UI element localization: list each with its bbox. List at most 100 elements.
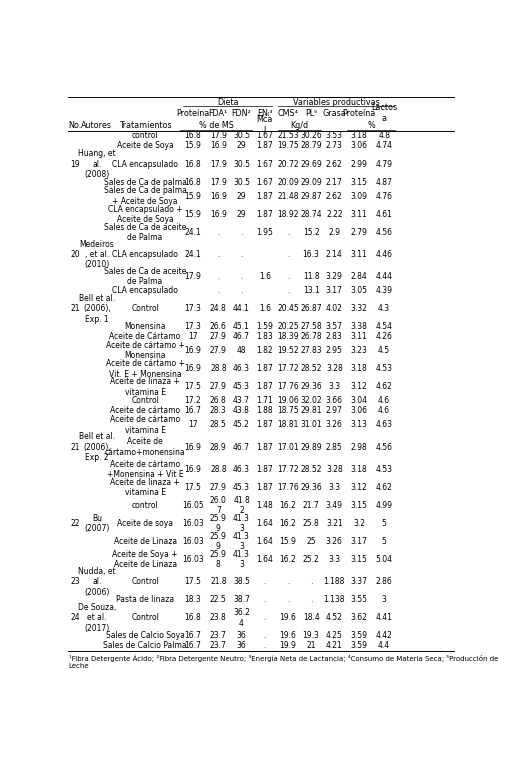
- Text: 36.2
4: 36.2 4: [233, 608, 250, 628]
- Text: FDN²: FDN²: [232, 108, 251, 118]
- Text: Monensina: Monensina: [124, 322, 166, 331]
- Text: 1.95: 1.95: [257, 228, 273, 237]
- Text: .: .: [217, 228, 219, 237]
- Text: 28.79: 28.79: [300, 141, 322, 150]
- Text: 41.8
2: 41.8 2: [233, 496, 250, 515]
- Text: 3.12: 3.12: [351, 382, 367, 391]
- Text: 15.2: 15.2: [303, 228, 320, 237]
- Text: 28.5: 28.5: [210, 420, 227, 430]
- Text: 16.2: 16.2: [279, 501, 296, 510]
- Text: 29.36: 29.36: [300, 382, 322, 391]
- Text: 4.6: 4.6: [378, 397, 390, 405]
- Text: 4.8: 4.8: [378, 131, 390, 140]
- Text: 17: 17: [188, 332, 197, 341]
- Text: 3.18: 3.18: [351, 364, 367, 373]
- Text: 17.01: 17.01: [277, 443, 299, 452]
- Text: 21.7: 21.7: [303, 501, 320, 510]
- Text: 4.87: 4.87: [376, 178, 392, 187]
- Text: 3.11: 3.11: [351, 250, 367, 259]
- Text: 29: 29: [237, 141, 246, 150]
- Text: 1.64: 1.64: [257, 555, 273, 564]
- Text: Aceite de soya: Aceite de soya: [117, 519, 173, 528]
- Text: 29.69: 29.69: [300, 159, 322, 169]
- Text: 30.5: 30.5: [233, 131, 250, 140]
- Text: Autores: Autores: [81, 121, 112, 130]
- Text: 3.26: 3.26: [326, 420, 343, 430]
- Text: 2.95: 2.95: [326, 346, 343, 356]
- Text: 18.75: 18.75: [277, 407, 299, 415]
- Text: Bu
(2007): Bu (2007): [84, 513, 109, 533]
- Text: Sales de Calcio Soya: Sales de Calcio Soya: [106, 632, 185, 640]
- Text: 3.53: 3.53: [326, 131, 343, 140]
- Text: 17.3: 17.3: [184, 304, 201, 313]
- Text: 2.62: 2.62: [326, 159, 343, 169]
- Text: 4.99: 4.99: [376, 501, 392, 510]
- Text: 25.9
8: 25.9 8: [210, 550, 227, 569]
- Text: 32.02: 32.02: [300, 397, 322, 405]
- Text: 19.9: 19.9: [279, 642, 296, 650]
- Text: 17.76: 17.76: [277, 382, 299, 391]
- Text: 4.63: 4.63: [376, 420, 392, 430]
- Text: 17: 17: [188, 420, 197, 430]
- Text: 2.98: 2.98: [351, 443, 367, 452]
- Text: 3.05: 3.05: [351, 286, 367, 295]
- Text: 17.72: 17.72: [277, 364, 299, 373]
- Text: 5: 5: [382, 519, 387, 528]
- Text: 3.18: 3.18: [351, 131, 367, 140]
- Text: 20.09: 20.09: [277, 178, 299, 187]
- Text: 30.26: 30.26: [300, 131, 322, 140]
- Text: 4.4: 4.4: [378, 642, 390, 650]
- Text: 3.66: 3.66: [326, 397, 343, 405]
- Text: 2.97: 2.97: [326, 407, 343, 415]
- Text: 26.8: 26.8: [210, 397, 227, 405]
- Text: Lactos
a: Lactos a: [371, 104, 397, 123]
- Text: 2.85: 2.85: [326, 443, 343, 452]
- Text: .: .: [310, 595, 313, 604]
- Text: 3.3: 3.3: [328, 382, 341, 391]
- Text: 46.7: 46.7: [233, 443, 250, 452]
- Text: Aceite de cártamo
+Monensina + Vit E: Aceite de cártamo +Monensina + Vit E: [107, 459, 183, 479]
- Text: Aceite de cártamo +
Monensina: Aceite de cártamo + Monensina: [106, 341, 185, 360]
- Text: 2.73: 2.73: [326, 141, 343, 150]
- Text: 2.17: 2.17: [326, 178, 343, 187]
- Text: 16.9: 16.9: [210, 141, 227, 150]
- Text: 29.89: 29.89: [300, 443, 322, 452]
- Text: 21.53: 21.53: [277, 131, 299, 140]
- Text: 38.5: 38.5: [233, 578, 250, 586]
- Text: Dieta: Dieta: [217, 98, 238, 107]
- Text: 15.9: 15.9: [184, 210, 201, 219]
- Text: 25.2: 25.2: [303, 555, 320, 564]
- Text: 27.9: 27.9: [210, 483, 227, 492]
- Text: 17.2: 17.2: [184, 397, 201, 405]
- Text: 29.87: 29.87: [300, 192, 322, 201]
- Text: Proteína: Proteína: [176, 108, 209, 118]
- Text: 16.2: 16.2: [279, 555, 296, 564]
- Text: 18.3: 18.3: [184, 595, 201, 604]
- Text: 3.55: 3.55: [351, 595, 367, 604]
- Text: 4.6: 4.6: [378, 407, 390, 415]
- Text: 22.5: 22.5: [210, 595, 227, 604]
- Text: 16.8: 16.8: [184, 159, 201, 169]
- Text: 1.71: 1.71: [257, 397, 273, 405]
- Text: 4.56: 4.56: [376, 443, 392, 452]
- Text: 1.138: 1.138: [324, 595, 345, 604]
- Text: 4.42: 4.42: [376, 632, 392, 640]
- Text: 41.3
3: 41.3 3: [233, 532, 250, 551]
- Text: ENₗ³: ENₗ³: [257, 108, 272, 118]
- Text: Variables productivas: Variables productivas: [293, 98, 380, 107]
- Text: 2.83: 2.83: [326, 332, 343, 341]
- Text: Bell et al.
(2006),
Exp. 2: Bell et al. (2006), Exp. 2: [79, 432, 115, 462]
- Text: 19.75: 19.75: [277, 141, 299, 150]
- Text: Sales de Ca de aceite
de Palma: Sales de Ca de aceite de Palma: [104, 267, 186, 286]
- Text: 3.37: 3.37: [351, 578, 367, 586]
- Text: 3.21: 3.21: [326, 519, 343, 528]
- Text: 2.14: 2.14: [326, 250, 343, 259]
- Text: 3.2: 3.2: [353, 519, 365, 528]
- Text: Aceite de cártamo +
Vit. E + Monensina: Aceite de cártamo + Vit. E + Monensina: [106, 359, 185, 378]
- Text: 3.15: 3.15: [351, 555, 367, 564]
- Text: 11.8: 11.8: [303, 272, 320, 281]
- Text: 3.11: 3.11: [351, 210, 367, 219]
- Text: 5: 5: [382, 537, 387, 546]
- Text: 16.03: 16.03: [182, 555, 204, 564]
- Text: 2.86: 2.86: [376, 578, 392, 586]
